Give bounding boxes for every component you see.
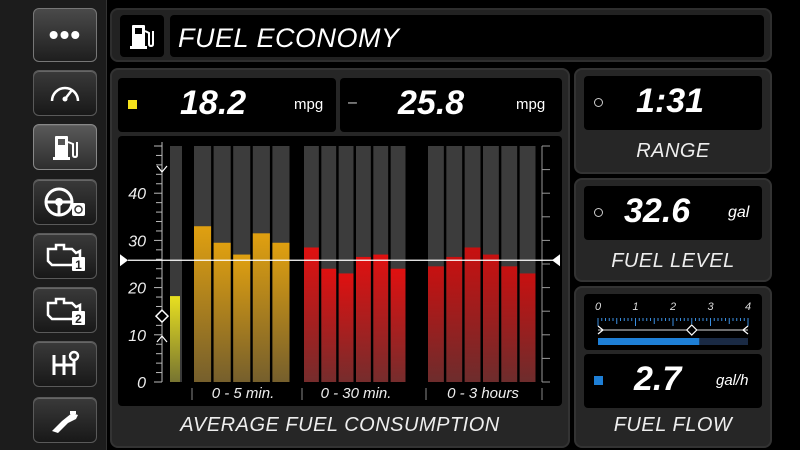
consumption-bar-chart: 0 10 20 30 40 0 - 5 min. 0 - 30 min. 0 - 3 hour… (120, 142, 560, 402)
engine-2-icon: 2 (46, 297, 85, 326)
flow-scale-label: 2 (669, 301, 676, 313)
bar (233, 254, 251, 382)
bar (356, 256, 371, 382)
menu-button[interactable]: ••• (33, 8, 97, 62)
axis-marker (154, 309, 170, 324)
flow-scale-label: 0 (595, 301, 602, 313)
reference-right-arrow (552, 254, 560, 267)
bar (304, 247, 319, 382)
group-label: 0 - 5 min. (212, 385, 275, 402)
bar (194, 226, 212, 382)
flow-marker (685, 324, 698, 336)
svg-text:2: 2 (75, 312, 82, 326)
average-mpg-unit: mpg (516, 96, 546, 113)
steering-wheel-icon (44, 187, 85, 217)
flow-right-chevron (742, 325, 749, 335)
bar (272, 242, 290, 382)
range-value: 1:31 (636, 82, 705, 120)
fuel-pump-icon (130, 25, 154, 49)
flow-scale-label: 4 (745, 301, 751, 313)
fuel-flow-gauge-box: 0 1 2 3 4 (584, 294, 762, 350)
current-bar (170, 296, 180, 382)
range-value-box: 1:31 (584, 76, 762, 130)
bar (390, 268, 406, 382)
fuel-level-unit: gal (728, 204, 750, 221)
current-mpg-value: 18.2 (180, 84, 247, 122)
bar (446, 256, 463, 382)
sidebar-item-gear[interactable] (33, 341, 97, 387)
bar (213, 242, 231, 382)
fuel-nozzle-icon (52, 411, 78, 433)
sidebar-item-fuel-nozzle[interactable] (33, 397, 97, 443)
bar (338, 273, 354, 382)
sidebar-item-engine-1[interactable]: 1 (33, 233, 97, 279)
gear-shift-icon (52, 350, 80, 375)
flow-scale-label: 3 (707, 301, 714, 313)
bar (483, 254, 499, 382)
economy-separator: – (348, 94, 357, 111)
engine-1-icon: 1 (46, 243, 85, 272)
menu-dots-icon: ••• (48, 19, 82, 50)
header-title-box: FUEL ECONOMY (170, 15, 764, 57)
fuel-flow-indicator-square (594, 376, 603, 385)
fuel-level-panel: 32.6 gal FUEL LEVEL (574, 178, 772, 282)
average-economy-box: – 25.8 mpg (340, 78, 562, 132)
fuel-flow-value: 2.7 (634, 360, 682, 398)
sidebar-item-fuel-economy[interactable] (33, 124, 97, 170)
flow-left-chevron (597, 325, 604, 335)
flow-scale-label: 1 (632, 301, 638, 313)
header-icon-box (120, 15, 164, 57)
chart-area: 0 10 20 30 40 0 - 5 min. 0 - 30 min. 0 - 3 hour… (118, 136, 562, 406)
y-tick-label: 20 (127, 281, 146, 298)
range-label: RANGE (636, 140, 710, 162)
fuel-consumption-panel: 18.2 mpg – 25.8 mpg 0 10 20 30 40 0 - 5 min. 0… (110, 68, 570, 448)
fuel-flow-unit: gal/h (716, 372, 749, 389)
y-tick-label: 30 (128, 233, 146, 250)
sidebar-item-speedometer[interactable] (33, 70, 97, 116)
sidebar-item-steering[interactable] (33, 179, 97, 225)
fuel-level-label: FUEL LEVEL (611, 250, 735, 272)
sidebar: ••• 1 (0, 0, 107, 450)
bar (252, 233, 270, 382)
bar (501, 266, 518, 382)
group-label: 0 - 3 hours (447, 385, 519, 402)
page-title: FUEL ECONOMY (178, 23, 400, 53)
svg-text:1: 1 (75, 258, 82, 272)
fuel-level-indicator-icon (594, 208, 603, 217)
fuel-level-value: 32.6 (624, 192, 691, 230)
bar (373, 254, 389, 382)
fuel-flow-value-box: 2.7 gal/h (584, 354, 762, 408)
chart-caption: AVERAGE FUEL CONSUMPTION (180, 414, 500, 436)
fuel-flow-label: FUEL FLOW (613, 414, 733, 436)
axis-up-chevron (156, 335, 168, 343)
bar (321, 268, 337, 382)
bar (464, 247, 481, 382)
fuel-pump-icon (53, 136, 78, 160)
range-indicator-icon (594, 98, 603, 107)
flow-bar-fill (598, 338, 700, 345)
header-bar: FUEL ECONOMY (110, 8, 772, 62)
range-panel: 1:31 RANGE (574, 68, 772, 174)
current-mpg-unit: mpg (294, 96, 324, 113)
fuel-flow-gauge: 0 1 2 3 4 (595, 301, 751, 345)
fuel-flow-panel: 0 1 2 3 4 2.7 gal/h FUEL FLOW (574, 286, 772, 448)
bar (428, 266, 444, 382)
speedometer-icon (50, 86, 80, 102)
y-tick-label: 40 (128, 186, 146, 203)
average-mpg-value: 25.8 (398, 84, 465, 122)
sidebar-item-engine-2[interactable]: 2 (33, 287, 97, 333)
current-indicator-square (128, 100, 137, 109)
current-economy-box: 18.2 mpg (118, 78, 336, 132)
bar (519, 273, 536, 382)
axis-down-chevron (156, 165, 168, 173)
y-tick-label: 10 (128, 328, 146, 345)
group-label: 0 - 30 min. (321, 385, 392, 402)
reference-left-arrow (120, 254, 128, 267)
y-tick-label: 0 (137, 375, 146, 392)
fuel-level-value-box: 32.6 gal (584, 186, 762, 240)
